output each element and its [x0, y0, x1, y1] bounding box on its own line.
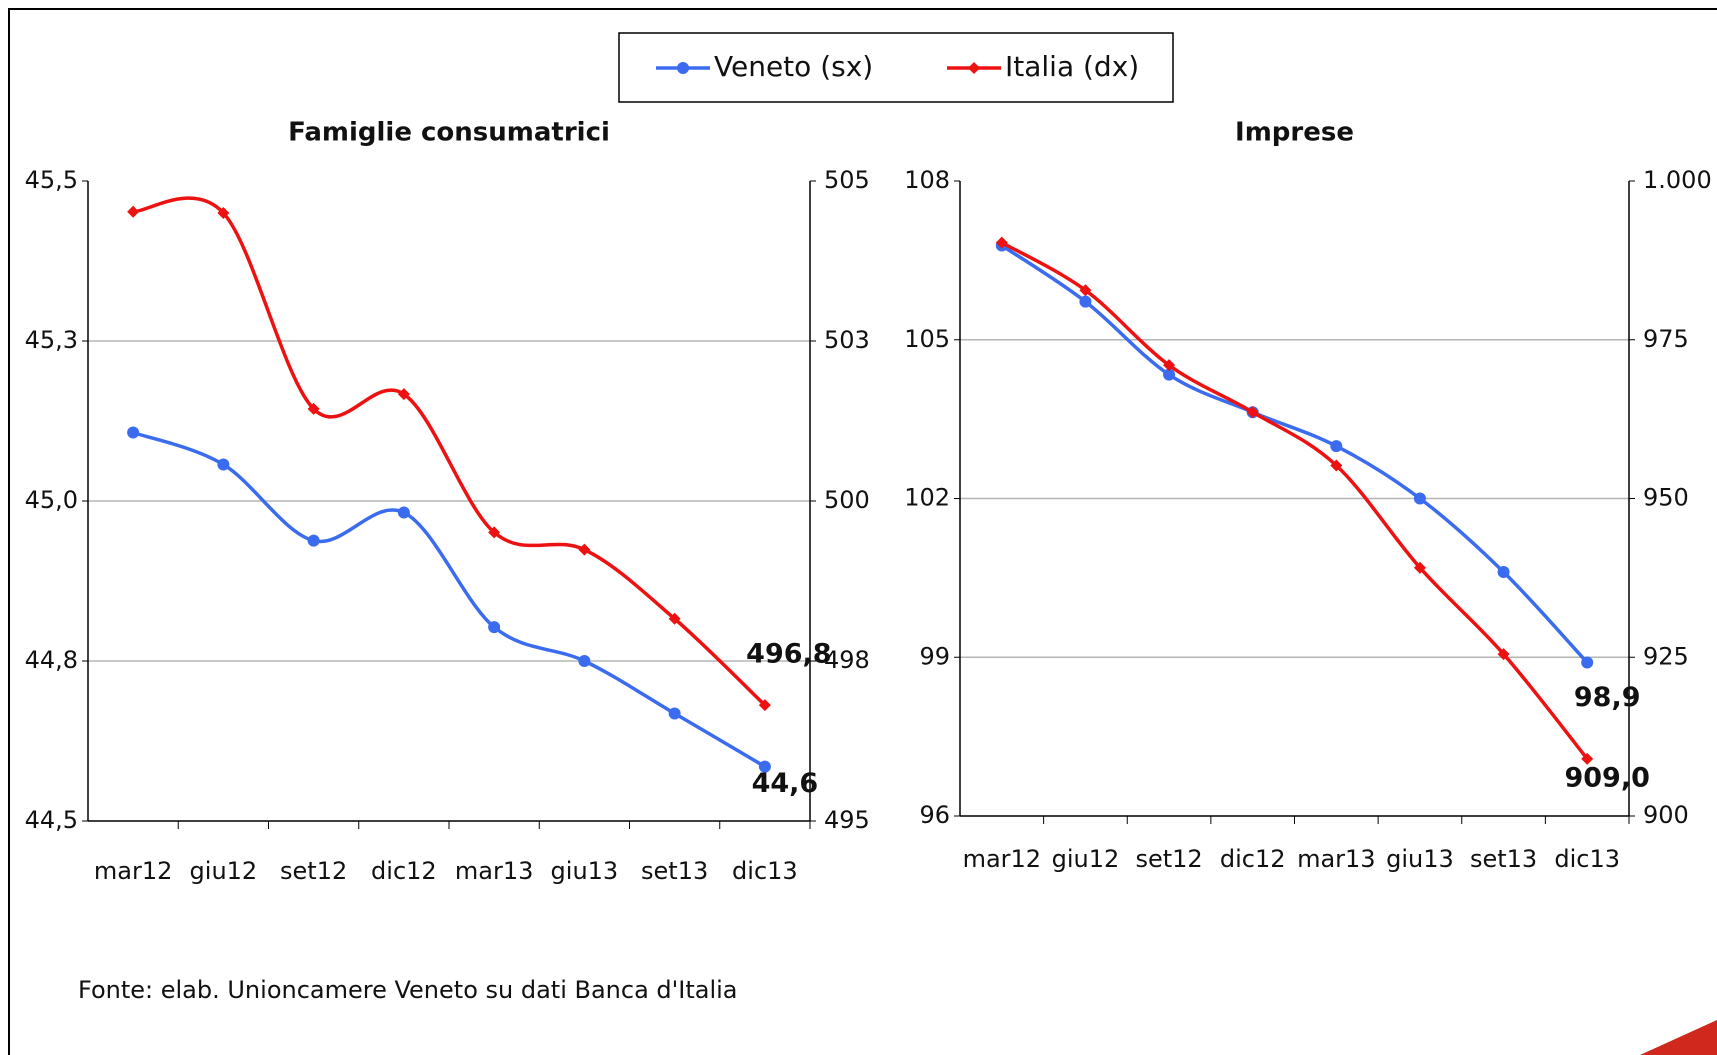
marker [1330, 440, 1343, 453]
frame [8, 8, 1717, 1055]
x-tick-label: set12 [280, 857, 347, 885]
marker [127, 205, 140, 218]
data-label: 909,0 [1564, 762, 1649, 793]
y-tick-label: 44,5 [25, 806, 78, 834]
marker [668, 707, 681, 720]
x-tick-label: dic12 [1220, 845, 1286, 873]
x-tick-label: dic12 [371, 857, 437, 885]
x-tick-label: set13 [1470, 845, 1537, 873]
y-tick-label: 45,3 [25, 326, 78, 354]
data-label: 496,8 [746, 639, 831, 670]
x-tick-label: set12 [1135, 845, 1202, 873]
y-tick-label: 45,5 [25, 166, 78, 194]
x-tick-label: mar12 [94, 857, 173, 885]
marker [307, 402, 320, 415]
y2-tick-label: 975 [1643, 325, 1689, 353]
legend-box [618, 32, 1174, 103]
marker [758, 699, 771, 712]
marker [488, 526, 501, 539]
source: Fonte: elab. Unioncamere Veneto su dati … [78, 976, 737, 1004]
y2-tick-label: 925 [1643, 642, 1689, 670]
x-tick-label: mar13 [1297, 845, 1376, 873]
y2-tick-label: 505 [824, 166, 870, 194]
data-label: 44,6 [752, 768, 819, 799]
x-tick-label: dic13 [1554, 845, 1620, 873]
x-tick-label: mar12 [963, 845, 1042, 873]
y-tick-label: 44,8 [25, 646, 78, 674]
marker [1497, 566, 1510, 579]
y-tick-label: 96 [919, 801, 950, 829]
y-tick-label: 108 [904, 166, 950, 194]
marker [307, 534, 320, 547]
corner-decoration [1640, 1020, 1717, 1055]
marker [217, 458, 230, 471]
marker [397, 506, 410, 519]
marker [668, 612, 681, 625]
marker [127, 426, 140, 439]
x-tick-label: dic13 [732, 857, 798, 885]
series-line [132, 430, 766, 769]
marker [578, 543, 591, 556]
x-tick-label: giu13 [1386, 845, 1454, 873]
marker [578, 655, 591, 667]
marker [1079, 284, 1092, 297]
marker [1413, 561, 1426, 574]
y2-tick-label: 1.000 [1643, 166, 1712, 194]
marker [1581, 656, 1594, 669]
marker [758, 760, 771, 773]
legend-label: Veneto (sx) [714, 50, 873, 83]
marker [968, 62, 980, 74]
marker [1163, 368, 1176, 381]
marker [1079, 295, 1092, 308]
x-tick-label: set13 [641, 857, 708, 885]
marker [677, 62, 689, 74]
y2-tick-label: 500 [824, 486, 870, 514]
y2-tick-label: 503 [824, 326, 870, 354]
y-tick-label: 102 [904, 484, 950, 512]
marker [217, 207, 230, 219]
marker [397, 388, 410, 401]
marker [995, 236, 1008, 249]
marker [1330, 459, 1343, 472]
x-tick-label: giu12 [190, 857, 258, 885]
y2-tick-label: 900 [1643, 801, 1689, 829]
y-tick-label: 45,0 [25, 486, 78, 514]
chart-title: Famiglie consumatrici [288, 118, 610, 148]
series-line [1000, 241, 1589, 760]
marker [1163, 359, 1176, 372]
series-line [132, 196, 767, 707]
y2-tick-label: 498 [824, 646, 870, 674]
marker [488, 621, 501, 634]
x-tick-label: giu12 [1052, 845, 1120, 873]
marker [1413, 492, 1426, 505]
marker [1246, 406, 1259, 419]
chart-title: Imprese [1235, 118, 1354, 148]
marker [1497, 648, 1510, 661]
y2-tick-label: 950 [1643, 484, 1689, 512]
x-tick-label: mar13 [455, 857, 534, 885]
y-tick-label: 105 [904, 325, 950, 353]
marker [1581, 752, 1594, 765]
series-line [1000, 244, 1589, 664]
y-tick-label: 99 [919, 642, 950, 670]
data-label: 98,9 [1574, 682, 1641, 713]
y2-tick-label: 495 [824, 806, 870, 834]
legend-label: Italia (dx) [1005, 50, 1139, 83]
x-tick-label: giu13 [551, 857, 619, 885]
